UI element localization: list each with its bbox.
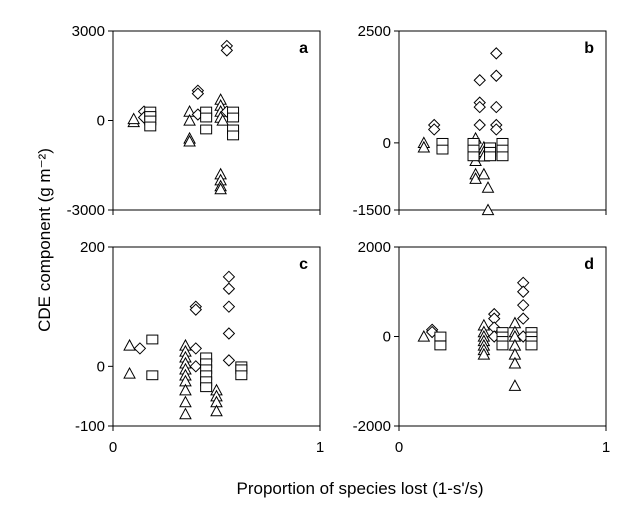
y-tick-label: 2500 xyxy=(358,23,391,40)
triangle-marker xyxy=(179,395,192,408)
triangle-marker xyxy=(508,379,522,391)
y-tick-label: 0 xyxy=(383,135,391,152)
panel-c: 200 0 -100 c xyxy=(75,239,321,435)
diamond-marker xyxy=(516,285,530,298)
square-marker xyxy=(146,334,159,345)
diamond-marker xyxy=(222,282,236,295)
triangle-marker xyxy=(127,112,141,125)
diamond-marker xyxy=(490,69,503,82)
diamond-marker xyxy=(516,312,530,325)
diamond-marker xyxy=(222,327,236,340)
y-tick-label: 3000 xyxy=(72,23,105,40)
panel-a: 3000 0 -3000 a xyxy=(67,23,321,219)
square-marker xyxy=(146,370,159,381)
diamond-marker xyxy=(191,87,205,100)
diamond-marker xyxy=(473,100,486,114)
diamond-marker xyxy=(189,303,203,316)
panel-b: 2500 0 -1500 b xyxy=(353,23,607,219)
diamond-marker xyxy=(516,298,530,312)
triangle-marker xyxy=(183,113,196,126)
triangle-marker xyxy=(508,356,522,369)
panel-letter: c xyxy=(299,256,308,273)
panel-letter: b xyxy=(584,40,594,57)
triangle-marker xyxy=(179,407,192,420)
diamond-marker xyxy=(490,100,503,114)
panel-letter: d xyxy=(584,256,594,273)
diamond-marker xyxy=(473,118,486,132)
y-tick-label: 0 xyxy=(97,358,105,375)
y-tick-label: -3000 xyxy=(67,202,105,219)
panel-letter: a xyxy=(299,40,308,57)
y-tick-label: 2000 xyxy=(358,239,391,256)
diamond-marker xyxy=(222,354,236,367)
triangle-marker xyxy=(216,113,230,126)
square-marker xyxy=(496,151,509,162)
diamond-marker xyxy=(189,342,203,355)
diamond-marker xyxy=(220,44,234,57)
square-marker xyxy=(496,340,509,351)
y-tick-label: -100 xyxy=(75,418,105,435)
square-marker xyxy=(200,124,213,135)
y-axis-title: CDE component (g m⁻²) xyxy=(35,148,54,332)
y-tick-label: 0 xyxy=(97,113,105,130)
square-marker xyxy=(436,144,449,155)
diamond-marker xyxy=(490,47,503,60)
diamond-marker xyxy=(222,300,236,313)
triangle-marker xyxy=(417,140,431,153)
triangle-marker xyxy=(210,404,223,417)
square-marker xyxy=(144,121,157,132)
y-tick-label: 200 xyxy=(80,239,105,256)
x-axis-title: Proportion of species lost (1-s'/s) xyxy=(236,479,483,498)
square-marker xyxy=(434,340,447,351)
x-tick-label: 0 xyxy=(109,439,117,456)
triangle-marker xyxy=(477,347,491,360)
diamond-marker xyxy=(427,123,441,136)
diamond-marker xyxy=(133,342,147,355)
diamond-marker xyxy=(222,270,236,284)
square-marker xyxy=(227,130,240,141)
panel-d: 2000 0 -2000 d xyxy=(353,239,607,435)
triangle-marker xyxy=(183,134,196,147)
y-tick-label: -2000 xyxy=(353,418,391,435)
triangle-marker xyxy=(417,329,431,342)
y-tick-label: 0 xyxy=(383,329,391,346)
square-marker xyxy=(434,331,447,342)
triangle-marker xyxy=(481,203,495,216)
x-tick-label: 0 xyxy=(395,439,403,456)
square-marker xyxy=(484,151,497,162)
triangle-marker xyxy=(123,366,136,379)
square-marker xyxy=(525,340,538,351)
x-tick-label: 1 xyxy=(602,439,610,456)
triangle-marker xyxy=(477,167,491,180)
x-tick-label: 1 xyxy=(316,439,324,456)
square-marker xyxy=(200,112,213,123)
triangle-marker xyxy=(214,182,227,195)
diamond-marker xyxy=(473,74,486,87)
square-marker xyxy=(235,370,248,381)
triangle-marker xyxy=(123,338,136,351)
square-marker xyxy=(467,151,480,162)
triangle-marker xyxy=(481,181,495,193)
plot-frame xyxy=(112,246,321,427)
square-marker xyxy=(200,382,213,393)
triangle-marker xyxy=(179,383,192,396)
plot-frame xyxy=(398,30,607,211)
diamond-marker xyxy=(490,123,503,136)
y-tick-label: -1500 xyxy=(353,202,391,219)
square-marker xyxy=(227,112,240,123)
diamond-marker xyxy=(189,360,203,373)
